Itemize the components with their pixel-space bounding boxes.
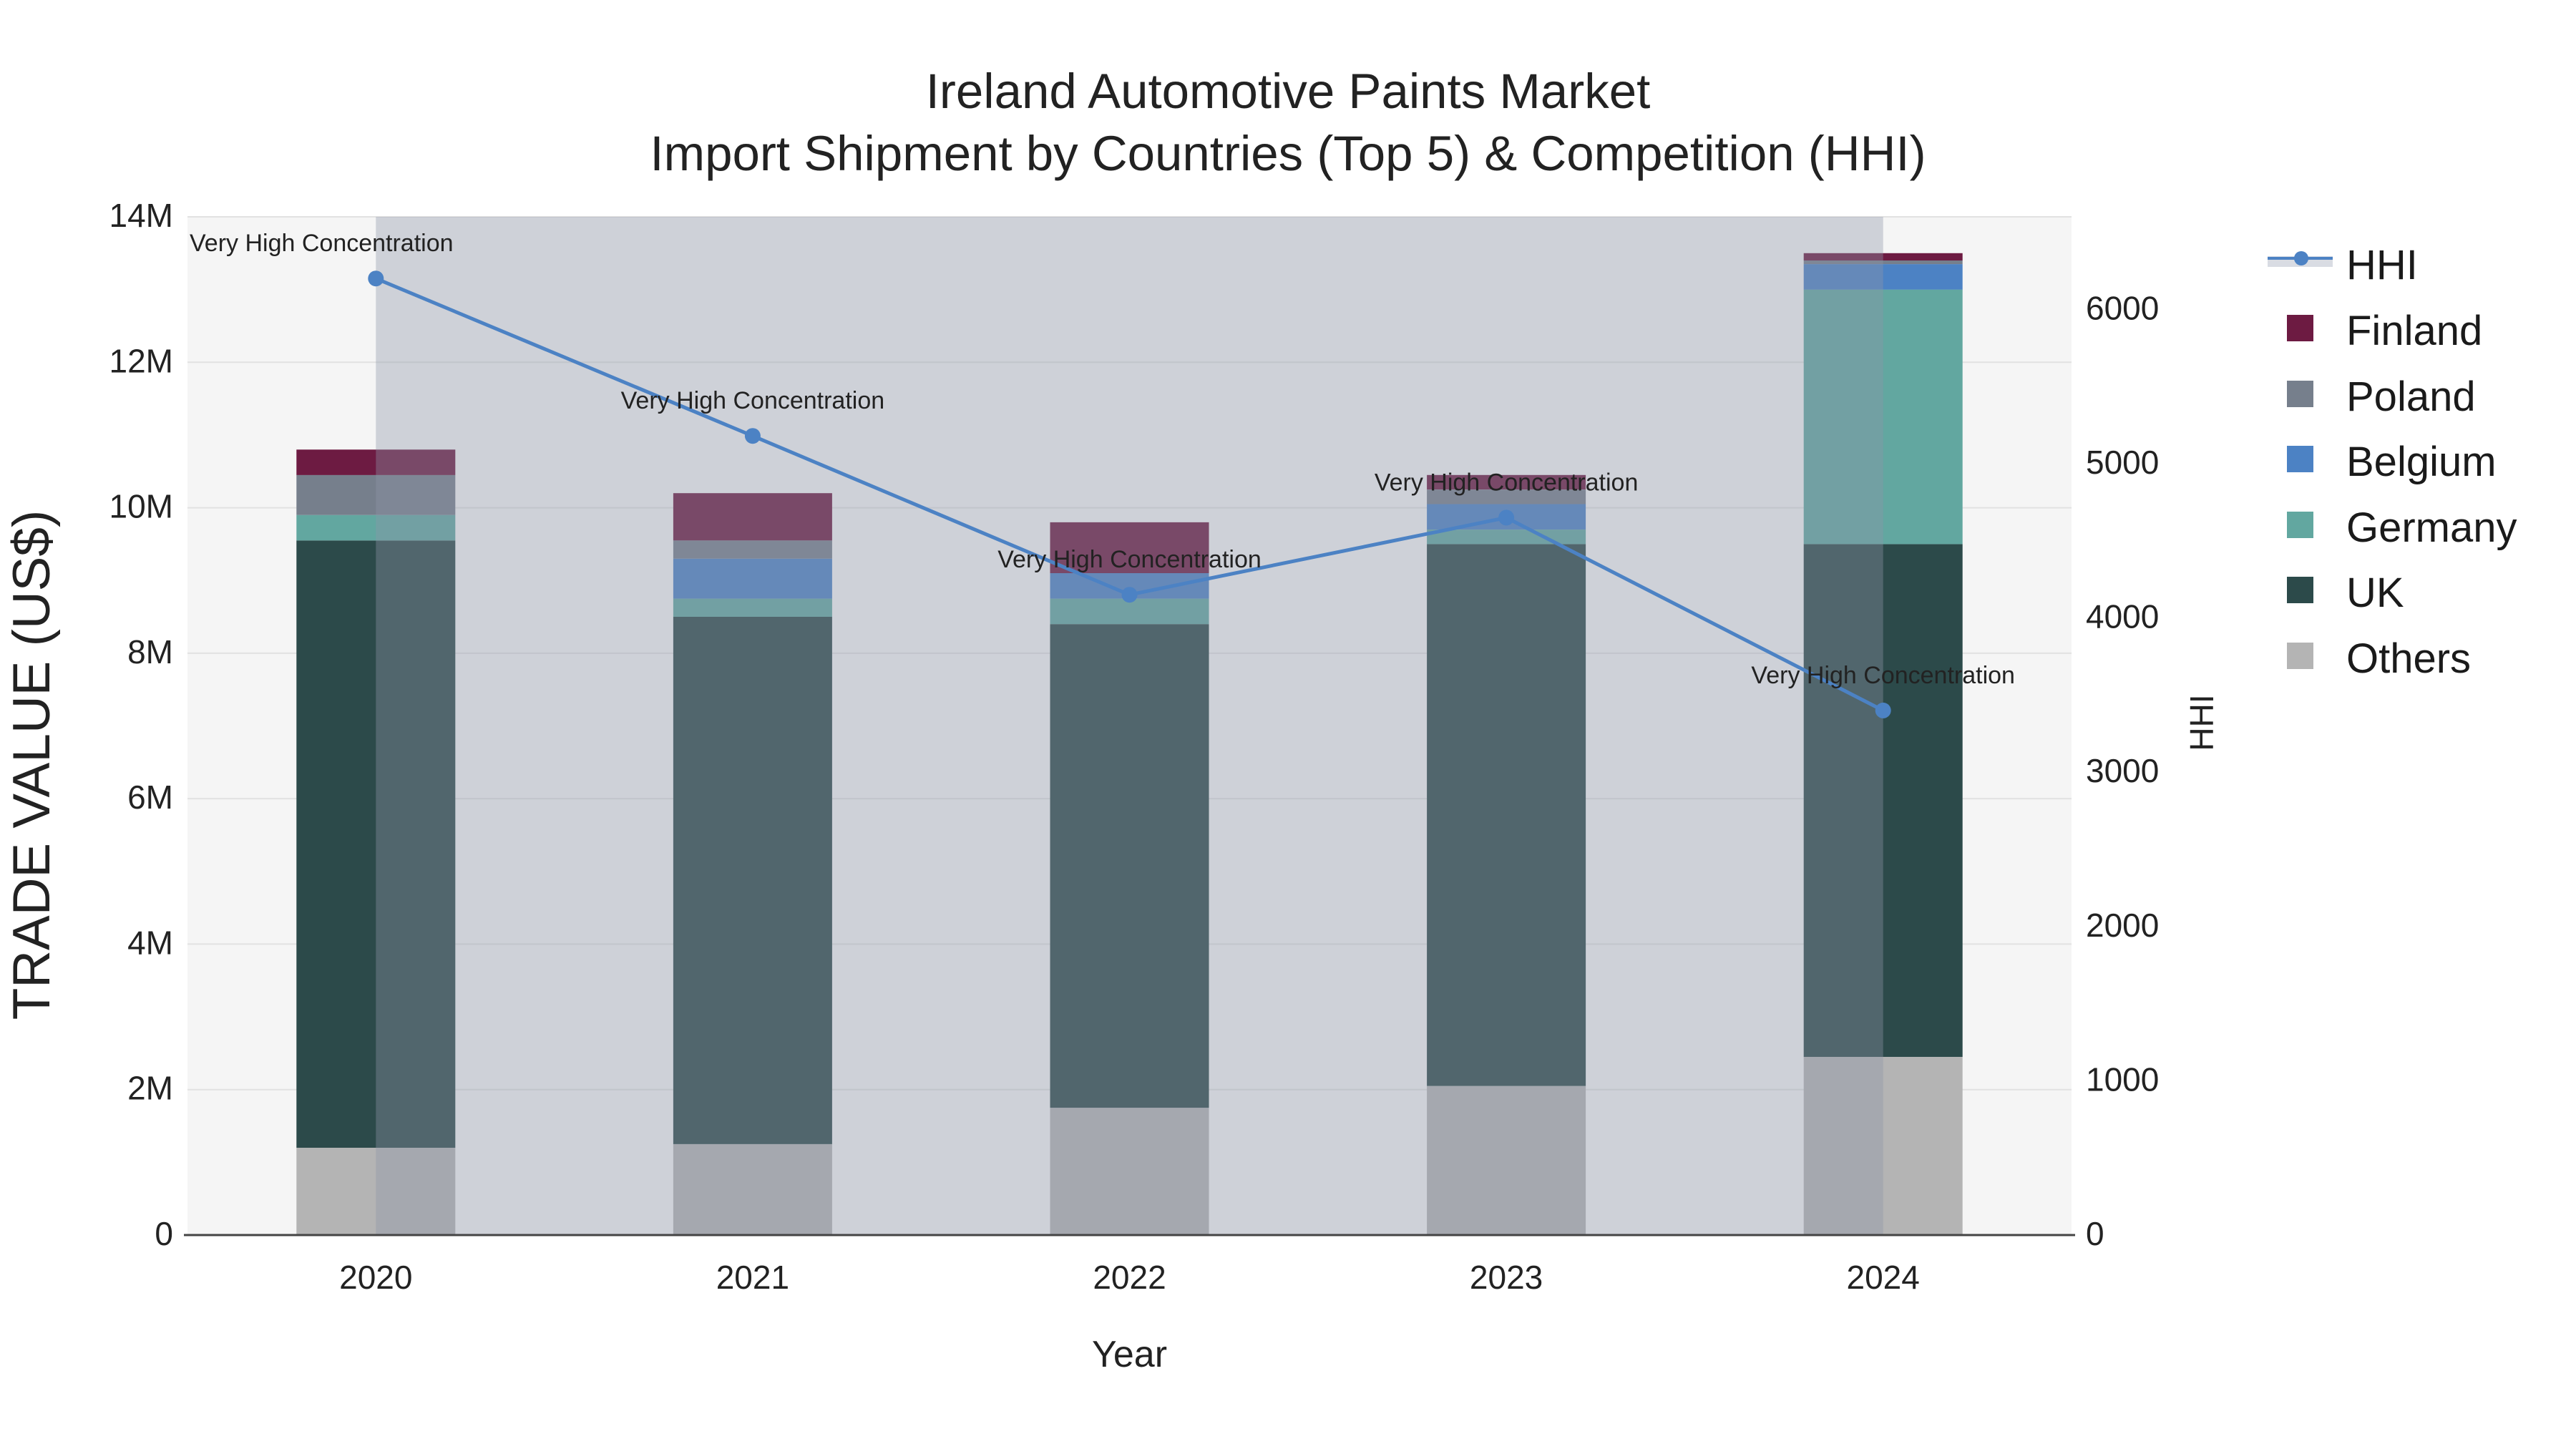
svg-text:2023: 2023 xyxy=(1470,1259,1543,1296)
svg-text:6M: 6M xyxy=(127,779,173,816)
svg-text:10M: 10M xyxy=(109,488,173,525)
svg-text:2024: 2024 xyxy=(1847,1259,1920,1296)
svg-text:4000: 4000 xyxy=(2086,598,2159,635)
svg-text:4M: 4M xyxy=(127,924,173,961)
svg-text:2021: 2021 xyxy=(716,1259,789,1296)
svg-text:14M: 14M xyxy=(109,197,173,234)
svg-text:2020: 2020 xyxy=(339,1259,412,1296)
svg-text:Very High Concentration: Very High Concentration xyxy=(621,387,885,414)
svg-text:2M: 2M xyxy=(127,1070,173,1107)
svg-text:6000: 6000 xyxy=(2086,289,2159,326)
svg-text:Very High Concentration: Very High Concentration xyxy=(1375,469,1639,496)
svg-text:8M: 8M xyxy=(127,633,173,670)
svg-text:12M: 12M xyxy=(109,342,173,379)
svg-text:Very High Concentration: Very High Concentration xyxy=(997,546,1262,573)
svg-text:2000: 2000 xyxy=(2086,907,2159,944)
svg-text:2022: 2022 xyxy=(1093,1259,1166,1296)
svg-text:5000: 5000 xyxy=(2086,444,2159,481)
svg-text:Very High Concentration: Very High Concentration xyxy=(1751,662,2015,689)
svg-text:Very High Concentration: Very High Concentration xyxy=(190,230,454,257)
svg-text:3000: 3000 xyxy=(2086,752,2159,789)
svg-text:1000: 1000 xyxy=(2086,1060,2159,1098)
svg-text:0: 0 xyxy=(155,1215,173,1252)
svg-text:0: 0 xyxy=(2086,1215,2104,1252)
